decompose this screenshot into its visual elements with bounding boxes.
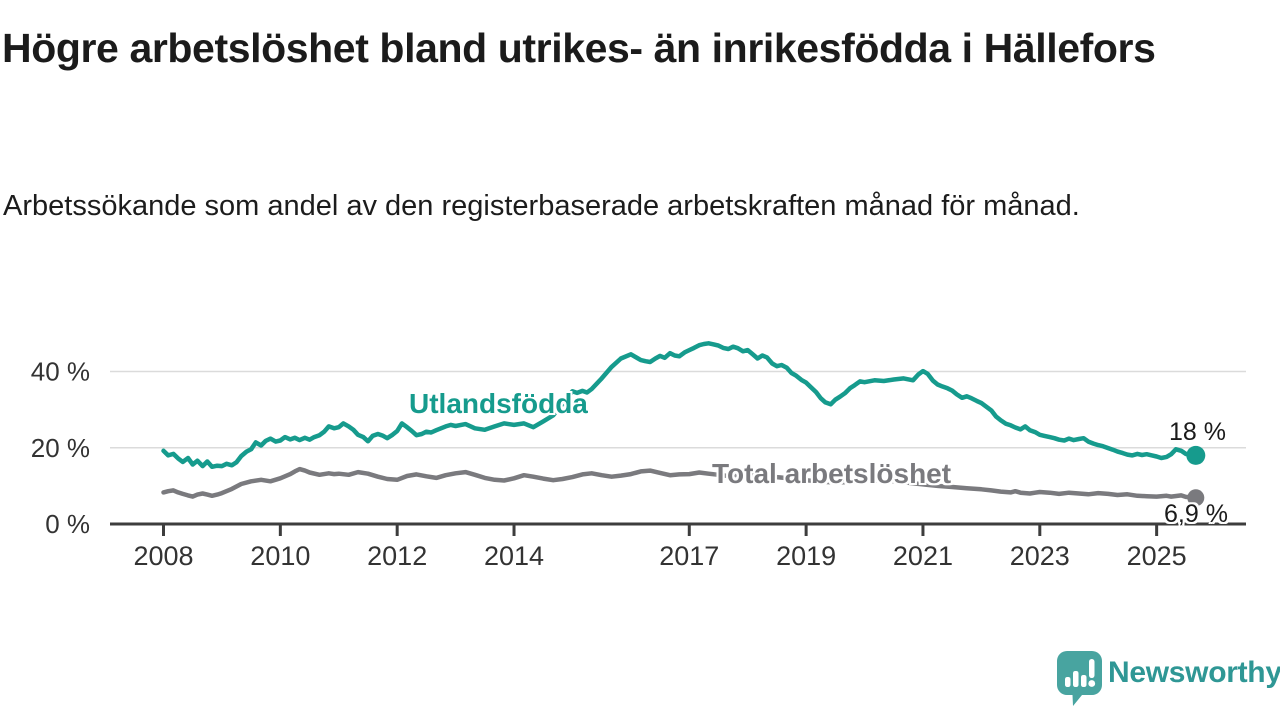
chart-title: Högre arbetslöshet bland utrikes- än inr… [2, 25, 1156, 71]
newsworthy-logo-icon [1057, 651, 1102, 706]
x-axis-tick-label: 2025 [1127, 541, 1187, 571]
series-label-utlandsfodda: Utlandsfödda [409, 388, 588, 419]
x-axis-tick-label: 2019 [776, 541, 836, 571]
series-line-total [161, 466, 1199, 500]
end-value-label-total: 6,9 % [1164, 500, 1228, 528]
series-line-utlandsfodda [161, 341, 1199, 470]
x-axis-tick-label: 2021 [893, 541, 953, 571]
chart-subtitle: Arbetssökande som andel av den registerb… [3, 190, 1080, 222]
y-axis-tick-label: 20 % [31, 433, 90, 463]
series-end-dot-total [1187, 489, 1205, 507]
x-axis-tick-label: 2014 [484, 541, 544, 571]
logo-bubble-shape [1057, 651, 1102, 706]
logo-bars-icon [1065, 659, 1096, 687]
x-axis-tick-label: 2010 [250, 541, 310, 571]
series-label-total: Total arbetslöshet [712, 458, 952, 489]
series-end-dot-utlandsfodda [1186, 445, 1206, 465]
x-axis-tick-label: 2017 [659, 541, 719, 571]
end-value-label-utlandsfodda: 18 % [1169, 418, 1226, 446]
x-axis-tick-label: 2023 [1010, 541, 1070, 571]
newsworthy-brand-name: Newsworthy [1108, 656, 1280, 689]
x-axis-tick-label: 2012 [367, 541, 427, 571]
y-axis-tick-label: 0 % [45, 509, 90, 539]
y-axis-tick-label: 40 % [31, 357, 90, 387]
x-axis-tick-label: 2008 [133, 541, 193, 571]
